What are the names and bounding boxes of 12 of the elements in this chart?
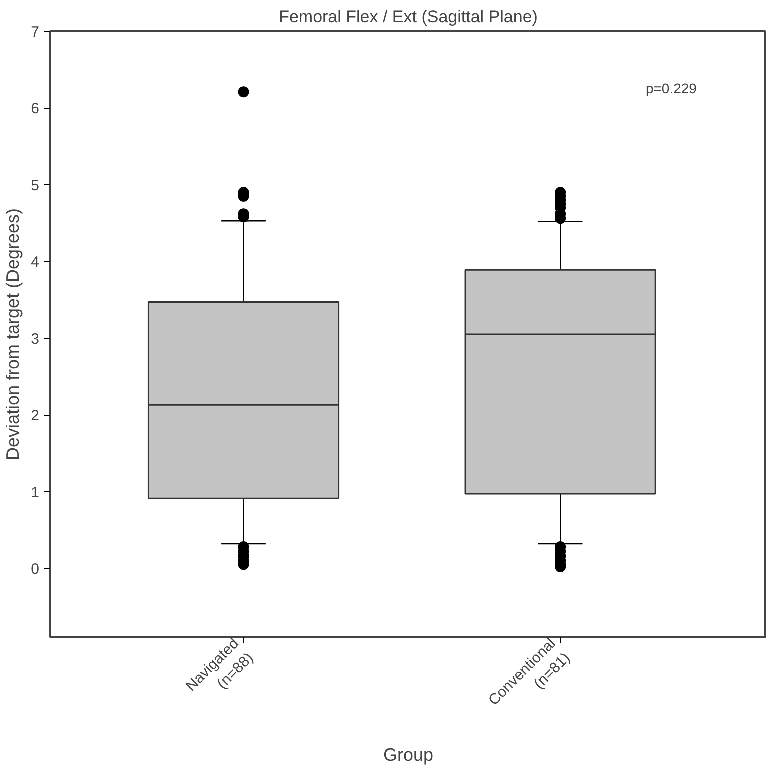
y-tick-label: 1 <box>31 484 40 502</box>
y-tick-label: 0 <box>31 560 40 578</box>
y-tick-label: 7 <box>31 24 40 41</box>
annotation: p=0.229 <box>646 80 698 97</box>
y-axis-title: Deviation from target (Degrees) <box>3 208 24 461</box>
x-axis-title: Group <box>383 744 434 765</box>
y-tick-label: 6 <box>31 100 40 118</box>
chart-title: Femoral Flex / Ext (Sagittal Plane) <box>279 8 538 26</box>
y-tick-label: 5 <box>31 177 40 194</box>
y-tick-label: 4 <box>31 254 40 272</box>
y-tick-label: 2 <box>31 408 40 425</box>
y-tick-label: 3 <box>31 330 40 348</box>
